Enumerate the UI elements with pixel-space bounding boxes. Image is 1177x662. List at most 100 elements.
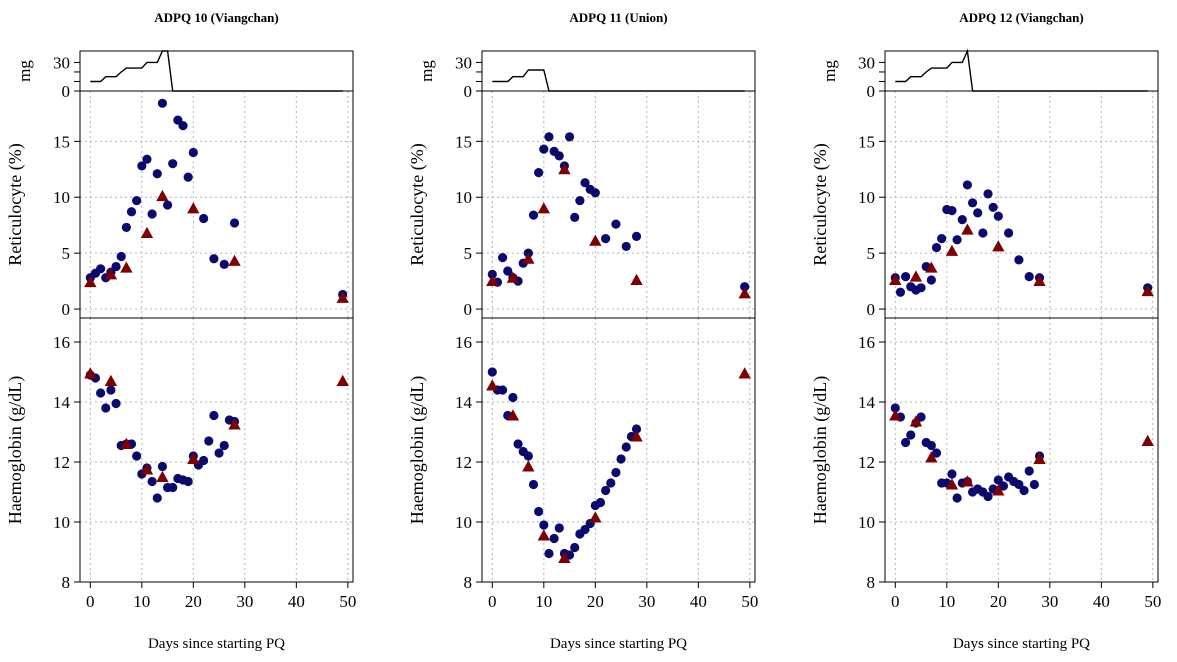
data-point-circle bbox=[209, 254, 219, 264]
y-tick-label: 16 bbox=[858, 333, 875, 352]
y-tick-label: 16 bbox=[53, 333, 70, 352]
data-point-circle bbox=[528, 210, 539, 220]
data-point-triangle bbox=[909, 270, 923, 282]
data-point-circle bbox=[147, 209, 157, 219]
x-axis-label: Days since starting PQ bbox=[953, 636, 1090, 652]
data-point-triangle bbox=[228, 254, 241, 266]
data-point-circle bbox=[952, 235, 962, 245]
y-axis-label: Reticulocyte (%) bbox=[810, 143, 831, 265]
data-point-triangle bbox=[992, 240, 1005, 252]
data-point-circle bbox=[168, 159, 178, 169]
data-point-triangle bbox=[537, 202, 551, 214]
data-point-triangle bbox=[228, 418, 241, 430]
data-point-circle bbox=[219, 259, 229, 269]
data-point-circle bbox=[895, 287, 906, 297]
data-point-circle bbox=[544, 132, 554, 142]
data-point-triangle bbox=[84, 367, 97, 379]
y-tick-label: 16 bbox=[455, 333, 472, 352]
panel-frame bbox=[79, 50, 354, 92]
y-tick-label: 10 bbox=[455, 513, 472, 532]
haemoglobin-panel: 8 10 12 14 16 Haemoglobin (g/dL) bbox=[407, 317, 756, 592]
panel-frame bbox=[884, 50, 1159, 92]
data-point-triangle bbox=[156, 189, 169, 202]
y-tick-label: 0 bbox=[867, 82, 876, 101]
panel-frame bbox=[481, 317, 756, 583]
y-tick-label: 0 bbox=[62, 82, 71, 101]
x-tick-label: 20 bbox=[185, 592, 202, 611]
x-tick-label: 20 bbox=[587, 592, 604, 611]
data-point-triangle bbox=[889, 409, 902, 421]
data-point-circle bbox=[544, 548, 554, 559]
data-point-triangle bbox=[1141, 434, 1154, 446]
data-point-circle bbox=[926, 440, 936, 451]
data-point-triangle bbox=[120, 437, 133, 449]
data-point-circle bbox=[96, 388, 106, 398]
y-tick-label: 0 bbox=[867, 300, 876, 319]
x-tick-label: 30 bbox=[638, 592, 655, 611]
data-point-circle bbox=[983, 189, 993, 199]
data-point-triangle bbox=[120, 261, 133, 273]
data-point-circle bbox=[157, 461, 168, 472]
chart-3: ADPQ 12 (Viangchan) 0 30 mg 0 5 10 15 Reticulocy… bbox=[810, 10, 1161, 652]
data-point-circle bbox=[554, 523, 564, 533]
data-point-triangle bbox=[589, 234, 602, 246]
dose-panel: 0 30 mg bbox=[417, 50, 756, 101]
data-point-circle bbox=[1014, 255, 1024, 265]
y-tick-label: 14 bbox=[455, 393, 473, 412]
y-axis-label: Reticulocyte (%) bbox=[407, 143, 428, 265]
data-point-triangle bbox=[961, 475, 974, 487]
data-point-triangle bbox=[630, 430, 643, 442]
chart-2: ADPQ 11 (Union) 0 30 mg 0 5 10 15 Reticulocyte (… bbox=[407, 10, 758, 652]
data-point-circle bbox=[1024, 272, 1034, 282]
x-tick-label: 30 bbox=[1041, 592, 1058, 611]
data-point-circle bbox=[580, 524, 590, 535]
data-point-circle bbox=[978, 228, 988, 238]
x-tick-label: 10 bbox=[938, 592, 955, 611]
data-point-triangle bbox=[187, 202, 200, 214]
data-point-circle bbox=[931, 448, 942, 458]
data-point-circle bbox=[993, 475, 1003, 485]
data-point-circle bbox=[183, 172, 193, 182]
data-point-circle bbox=[952, 493, 962, 503]
data-point-circle bbox=[1019, 485, 1029, 496]
y-tick-label: 8 bbox=[867, 573, 876, 592]
data-point-circle bbox=[96, 264, 106, 274]
data-point-circle bbox=[973, 208, 983, 218]
data-point-circle bbox=[528, 479, 539, 490]
data-point-triangle bbox=[558, 551, 571, 563]
data-point-circle bbox=[570, 542, 580, 553]
data-point-circle bbox=[534, 168, 544, 178]
data-point-circle bbox=[616, 454, 626, 464]
panel-frame bbox=[884, 90, 1159, 319]
data-point-triangle bbox=[506, 409, 520, 421]
data-point-triangle bbox=[486, 274, 499, 287]
x-tick-label: 40 bbox=[1093, 592, 1110, 611]
haemoglobin-panel: 8 10 12 14 16 Haemoglobin (g/dL) bbox=[810, 317, 1159, 592]
data-point-circle bbox=[901, 437, 911, 448]
y-axis-label: Haemoglobin (g/dL) bbox=[810, 376, 831, 524]
data-point-circle bbox=[937, 234, 947, 244]
chart-title: ADPQ 10 (Viangchan) bbox=[154, 10, 278, 25]
data-point-triangle bbox=[486, 379, 499, 391]
data-point-circle bbox=[142, 154, 152, 164]
data-point-triangle bbox=[140, 463, 154, 475]
data-point-circle bbox=[611, 219, 621, 229]
data-point-triangle bbox=[558, 163, 571, 175]
data-point-circle bbox=[983, 491, 993, 502]
data-point-circle bbox=[137, 161, 147, 171]
data-point-triangle bbox=[1141, 284, 1154, 297]
x-tick-label: 40 bbox=[288, 592, 305, 611]
data-point-circle bbox=[916, 283, 926, 293]
data-point-circle bbox=[111, 261, 121, 272]
data-point-triangle bbox=[738, 287, 751, 299]
data-point-circle bbox=[168, 482, 178, 493]
data-point-circle bbox=[147, 476, 157, 487]
x-tick-label: 10 bbox=[535, 592, 552, 611]
y-tick-label: 10 bbox=[858, 513, 875, 532]
x-tick-label: 50 bbox=[1144, 592, 1161, 611]
data-point-triangle bbox=[589, 511, 602, 523]
data-point-circle bbox=[564, 132, 575, 142]
data-point-circle bbox=[998, 481, 1009, 491]
data-point-circle bbox=[132, 451, 142, 461]
data-point-circle bbox=[993, 211, 1003, 221]
